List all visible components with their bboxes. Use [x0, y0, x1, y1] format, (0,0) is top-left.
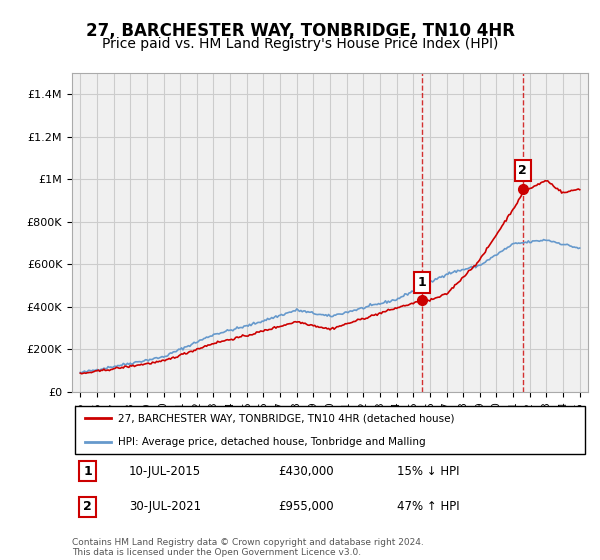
- FancyBboxPatch shape: [74, 406, 586, 454]
- Text: 1: 1: [418, 276, 427, 289]
- Text: 10-JUL-2015: 10-JUL-2015: [129, 465, 201, 478]
- Text: HPI: Average price, detached house, Tonbridge and Malling: HPI: Average price, detached house, Tonb…: [118, 436, 426, 446]
- Text: 2: 2: [83, 500, 92, 514]
- Text: Price paid vs. HM Land Registry's House Price Index (HPI): Price paid vs. HM Land Registry's House …: [102, 36, 498, 50]
- Text: 27, BARCHESTER WAY, TONBRIDGE, TN10 4HR: 27, BARCHESTER WAY, TONBRIDGE, TN10 4HR: [86, 22, 515, 40]
- Text: 1: 1: [83, 465, 92, 478]
- Text: 47% ↑ HPI: 47% ↑ HPI: [397, 500, 460, 514]
- Text: 15% ↓ HPI: 15% ↓ HPI: [397, 465, 460, 478]
- Text: Contains HM Land Registry data © Crown copyright and database right 2024.
This d: Contains HM Land Registry data © Crown c…: [72, 538, 424, 557]
- Text: £955,000: £955,000: [278, 500, 334, 514]
- Text: 30-JUL-2021: 30-JUL-2021: [129, 500, 201, 514]
- Text: 2: 2: [518, 164, 527, 177]
- Text: 27, BARCHESTER WAY, TONBRIDGE, TN10 4HR (detached house): 27, BARCHESTER WAY, TONBRIDGE, TN10 4HR …: [118, 413, 455, 423]
- Text: £430,000: £430,000: [278, 465, 334, 478]
